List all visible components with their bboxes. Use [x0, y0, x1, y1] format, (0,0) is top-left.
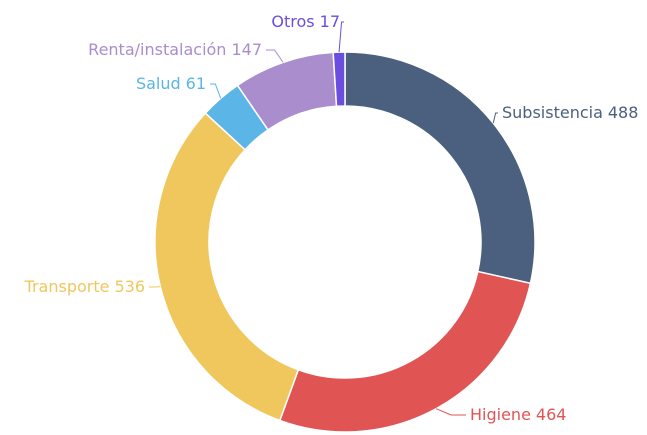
label-category: Salud [136, 74, 181, 93]
label-category: Renta/instalación [88, 40, 226, 59]
label-value: 147 [231, 40, 262, 59]
donut-slice [278, 270, 532, 433]
label-category: Subsistencia [502, 103, 603, 122]
data-label: Transporte 536 [24, 277, 145, 296]
leader-line [210, 83, 222, 99]
donut-slice [154, 112, 300, 422]
label-category: Otros [271, 12, 314, 31]
data-label: Renta/instalación 147 [88, 40, 262, 59]
label-category: Higiene [470, 405, 531, 424]
donut-slice [344, 51, 536, 285]
donut-slice [332, 51, 346, 108]
label-value: 464 [536, 405, 567, 424]
leader-line [266, 49, 284, 63]
leader-line [436, 408, 466, 416]
data-label: Higiene 464 [470, 405, 566, 424]
label-value: 536 [114, 277, 145, 296]
label-value: 17 [320, 12, 340, 31]
data-label: Subsistencia 488 [502, 103, 638, 122]
data-label: Otros 17 [271, 12, 340, 31]
leader-line [338, 21, 344, 53]
label-value: 488 [608, 103, 639, 122]
data-label: Salud 61 [136, 74, 206, 93]
label-category: Transporte [24, 277, 110, 296]
label-value: 61 [186, 74, 206, 93]
leader-line [492, 112, 498, 124]
